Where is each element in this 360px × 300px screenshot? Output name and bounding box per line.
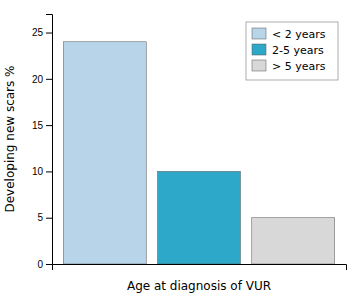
y-tick: 5 <box>37 212 52 223</box>
legend-frame <box>246 22 338 80</box>
bar <box>158 171 241 264</box>
y-tick-label: 15 <box>32 120 44 131</box>
y-tick-mark <box>46 79 52 80</box>
x-axis <box>53 265 347 271</box>
legend-swatch <box>252 44 266 55</box>
y-tick: 25 <box>32 27 52 38</box>
legend-label: > 5 years <box>272 60 326 73</box>
bar <box>252 218 335 264</box>
x-axis-line <box>53 265 347 271</box>
y-tick-label: 25 <box>32 27 44 38</box>
y-tick-label: 20 <box>32 74 44 85</box>
y-tick: 0 <box>37 259 52 270</box>
y-tick-label: 0 <box>37 259 43 270</box>
y-axis-title: Developing new scars % <box>3 66 17 213</box>
y-axis: 0 5 10 15 20 25 <box>32 15 53 270</box>
legend: < 2 years 2-5 years > 5 years <box>246 22 338 80</box>
chart: 0 5 10 15 20 25 < 2 years 2-5 years > 5 years Age… <box>0 0 360 300</box>
legend-swatch <box>252 28 266 39</box>
y-tick-label: 10 <box>32 166 44 177</box>
legend-swatch <box>252 60 266 71</box>
y-tick: 15 <box>32 120 52 131</box>
legend-label: < 2 years <box>272 28 326 41</box>
y-tick-mark <box>46 33 52 34</box>
x-axis-title: Age at diagnosis of VUR <box>127 279 271 293</box>
y-tick-label: 5 <box>37 212 43 223</box>
legend-item: > 5 years <box>252 60 326 73</box>
plot: 0 5 10 15 20 25 < 2 years 2-5 years > 5 years <box>32 15 347 271</box>
y-tick: 20 <box>32 74 52 85</box>
y-tick: 10 <box>32 166 52 177</box>
legend-item: 2-5 years <box>252 44 324 57</box>
y-axis-line <box>46 15 53 265</box>
y-tick-mark <box>46 218 52 219</box>
y-tick-mark <box>46 125 52 126</box>
legend-label: 2-5 years <box>272 44 324 57</box>
legend-item: < 2 years <box>252 28 326 41</box>
y-tick-mark <box>46 171 52 172</box>
y-tick-mark <box>46 264 52 265</box>
bar <box>63 42 146 264</box>
